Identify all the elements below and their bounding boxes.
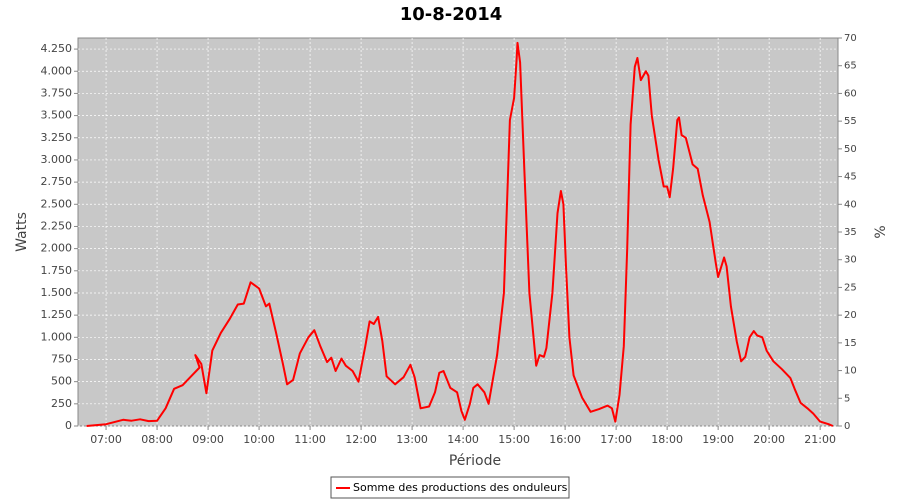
x-tick-label: 17:00 <box>600 433 632 446</box>
y-tick-label: 1.500 <box>41 286 73 299</box>
y2-tick-label: 0 <box>844 421 850 432</box>
x-tick-label: 14:00 <box>447 433 479 446</box>
x-tick-label: 12:00 <box>345 433 377 446</box>
y2-tick-label: 55 <box>844 116 857 127</box>
y-tick-label: 2.500 <box>41 197 73 210</box>
x-tick-label: 13:00 <box>396 433 428 446</box>
y-tick-label: 500 <box>51 375 72 388</box>
x-tick-label: 18:00 <box>651 433 683 446</box>
plot-background <box>77 37 839 427</box>
y-tick-label: 2.250 <box>41 219 73 232</box>
y-tick-label: 750 <box>51 352 72 365</box>
y-tick-label: 3.000 <box>41 153 73 166</box>
y2-tick-label: 50 <box>844 144 857 155</box>
y2-tick-label: 65 <box>844 61 857 72</box>
y2-tick-label: 25 <box>844 282 857 293</box>
y2-tick-label: 60 <box>844 88 857 99</box>
y-tick-label: 250 <box>51 397 72 410</box>
x-tick-label: 11:00 <box>294 433 326 446</box>
x-tick-label: 21:00 <box>804 433 836 446</box>
y-tick-label: 2.000 <box>41 242 73 255</box>
y2-axis-title: % <box>873 225 889 238</box>
x-tick-label: 19:00 <box>702 433 734 446</box>
y-tick-label: 1.750 <box>41 264 73 277</box>
x-tick-label: 20:00 <box>753 433 785 446</box>
x-tick-label: 15:00 <box>498 433 530 446</box>
y2-tick-label: 45 <box>844 172 857 183</box>
legend-label: Somme des productions des onduleurs <box>353 481 568 494</box>
legend-box <box>330 476 570 499</box>
y-tick-label: 1.250 <box>41 308 73 321</box>
y2-tick-label: 40 <box>844 199 857 210</box>
y2-tick-label: 30 <box>844 255 857 266</box>
y2-tick-label: 35 <box>844 227 857 238</box>
data-line <box>86 41 834 427</box>
x-tick-label: 10:00 <box>243 433 275 446</box>
chart-title: 10-8-2014 <box>400 4 503 25</box>
y-tick-label: 1.000 <box>41 330 73 343</box>
y-tick-label: 3.750 <box>41 86 73 99</box>
x-tick-label: 16:00 <box>549 433 581 446</box>
y-tick-label: 4.000 <box>41 64 73 77</box>
x-axis-title: Période <box>449 453 501 469</box>
y-axis-title: Watts <box>14 212 30 252</box>
y-tick-label: 0 <box>65 419 72 432</box>
y2-tick-label: 15 <box>844 338 857 349</box>
y-tick-label: 3.500 <box>41 109 73 122</box>
y2-tick-label: 5 <box>844 393 850 404</box>
y2-tick-label: 20 <box>844 310 857 321</box>
y2-tick-label: 10 <box>844 366 857 377</box>
x-tick-label: 09:00 <box>192 433 224 446</box>
y-tick-label: 4.250 <box>41 42 73 55</box>
x-tick-label: 08:00 <box>141 433 173 446</box>
y-tick-label: 3.250 <box>41 131 73 144</box>
y2-tick-label: 70 <box>844 33 857 44</box>
x-tick-label: 07:00 <box>90 433 122 446</box>
y-tick-label: 2.750 <box>41 175 73 188</box>
